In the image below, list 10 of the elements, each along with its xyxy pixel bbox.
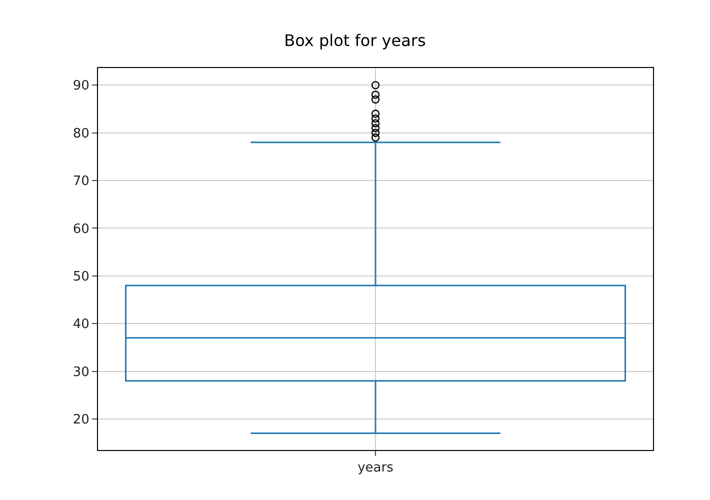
- y-tick-label: 70: [72, 174, 90, 190]
- chart-title: Box plot for years: [284, 31, 426, 50]
- y-tick-label: 40: [72, 317, 90, 332]
- y-tick-label: 60: [72, 222, 90, 237]
- y-tick-label: 50: [72, 269, 90, 284]
- y-tick-label: 30: [72, 364, 90, 380]
- y-tick-label: 80: [72, 126, 90, 142]
- y-tick-label: 20: [72, 412, 90, 428]
- y-tick-label: 90: [72, 78, 90, 94]
- x-tick-label: years: [358, 460, 394, 476]
